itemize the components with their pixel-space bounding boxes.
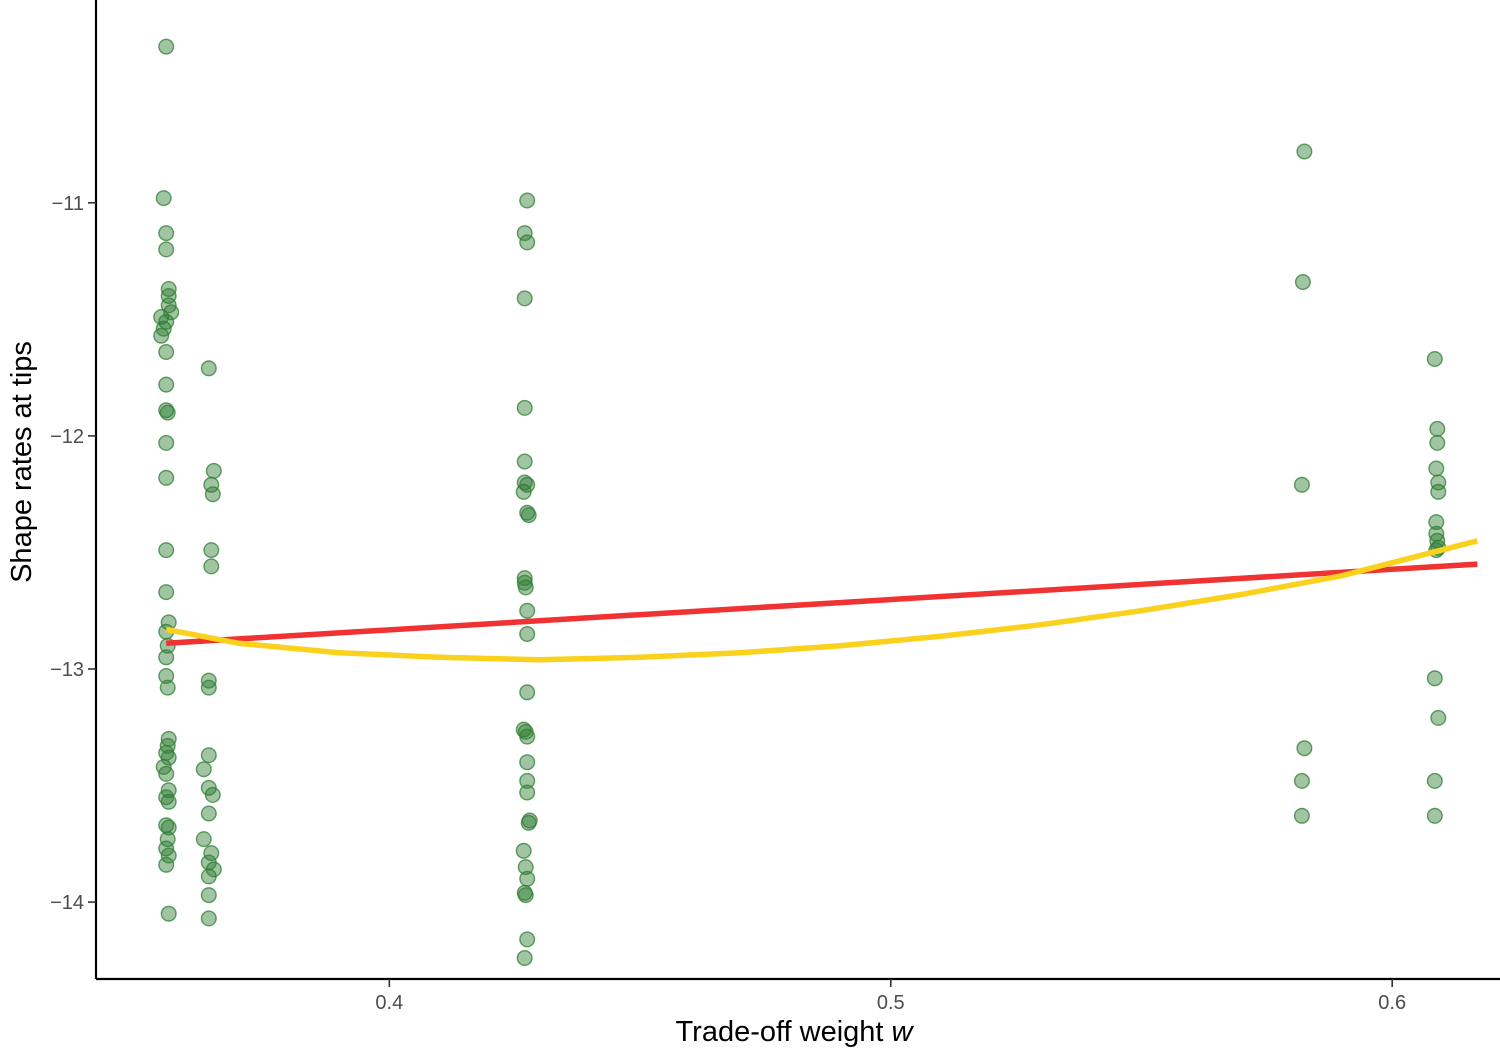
data-point	[1429, 420, 1446, 437]
data-point	[1293, 807, 1310, 824]
data-point	[203, 845, 220, 862]
data-point	[1428, 460, 1445, 477]
data-point	[1426, 772, 1443, 789]
y-tick-label: −12	[50, 426, 84, 448]
x-axis-ticks: 0.4 0.5 0.6	[375, 979, 1406, 1014]
x-axis-title: Trade-off weight w	[676, 1016, 915, 1048]
data-point	[1426, 351, 1443, 368]
x-axis-title-variable: w	[892, 1016, 915, 1048]
data-point	[517, 887, 534, 904]
x-tick-label: 0.4	[375, 992, 403, 1014]
data-point	[158, 856, 175, 873]
data-point	[203, 558, 220, 575]
data-point	[158, 469, 175, 486]
data-point	[1426, 670, 1443, 687]
data-point	[153, 327, 170, 344]
data-point	[159, 679, 176, 696]
data-point	[519, 234, 536, 251]
data-point	[517, 579, 534, 596]
data-point	[158, 434, 175, 451]
data-point	[160, 905, 177, 922]
y-axis-title: Shape rates at tips	[6, 341, 38, 583]
x-tick-label: 0.6	[1378, 992, 1406, 1014]
data-point	[204, 486, 221, 503]
data-point	[195, 831, 212, 848]
data-point	[1296, 143, 1313, 160]
data-point	[516, 453, 533, 470]
data-point	[203, 542, 220, 559]
data-point	[160, 749, 177, 766]
fit-lines	[165, 538, 1479, 663]
data-point	[519, 684, 536, 701]
data-point	[519, 784, 536, 801]
data-point	[519, 728, 536, 745]
data-point	[155, 190, 172, 207]
x-tick-label: 0.5	[877, 992, 905, 1014]
data-point	[516, 950, 533, 967]
data-point	[519, 192, 536, 209]
data-point	[158, 765, 175, 782]
y-tick-label: −13	[50, 659, 84, 681]
data-point	[515, 483, 532, 500]
data-point	[195, 761, 212, 778]
quadratic-fit-line	[165, 538, 1479, 663]
data-point	[163, 304, 180, 321]
data-point	[200, 360, 217, 377]
data-point	[158, 38, 175, 55]
data-point	[519, 602, 536, 619]
data-point	[158, 584, 175, 601]
data-point	[158, 241, 175, 258]
scatter-points	[153, 38, 1447, 967]
data-point	[200, 887, 217, 904]
data-point	[516, 399, 533, 416]
linear-fit-line	[166, 561, 1478, 647]
data-point	[158, 376, 175, 393]
data-point	[1296, 740, 1313, 757]
data-point	[516, 290, 533, 307]
data-point	[519, 772, 536, 789]
data-point	[200, 805, 217, 822]
data-point	[200, 679, 217, 696]
data-point	[520, 507, 537, 524]
data-point	[158, 542, 175, 559]
data-point	[519, 626, 536, 643]
data-point	[160, 847, 177, 864]
data-point	[1293, 476, 1310, 493]
data-point	[520, 814, 537, 831]
data-point	[158, 668, 175, 685]
data-point	[1429, 434, 1446, 451]
data-point	[158, 225, 175, 242]
data-point	[1430, 483, 1447, 500]
data-point	[204, 786, 221, 803]
data-point	[200, 747, 217, 764]
data-point	[519, 754, 536, 771]
data-point	[200, 910, 217, 927]
data-point	[517, 859, 534, 876]
data-point	[158, 344, 175, 361]
data-point	[1294, 274, 1311, 291]
data-point	[1430, 709, 1447, 726]
data-point	[160, 819, 177, 836]
data-point	[519, 870, 536, 887]
x-axis-title-text: Trade-off weight	[676, 1016, 884, 1048]
data-point	[1293, 772, 1310, 789]
y-tick-label: −11	[52, 193, 84, 215]
data-point	[1426, 807, 1443, 824]
y-axis-ticks: −11 −12 −13 −14	[50, 193, 96, 914]
data-point	[516, 225, 533, 242]
data-point	[158, 649, 175, 666]
data-point	[160, 793, 177, 810]
data-point	[519, 931, 536, 948]
data-point	[159, 404, 176, 421]
y-tick-label: −14	[50, 892, 84, 914]
data-point	[1428, 514, 1445, 531]
data-point	[200, 868, 217, 885]
data-point	[205, 462, 222, 479]
data-point	[515, 842, 532, 859]
